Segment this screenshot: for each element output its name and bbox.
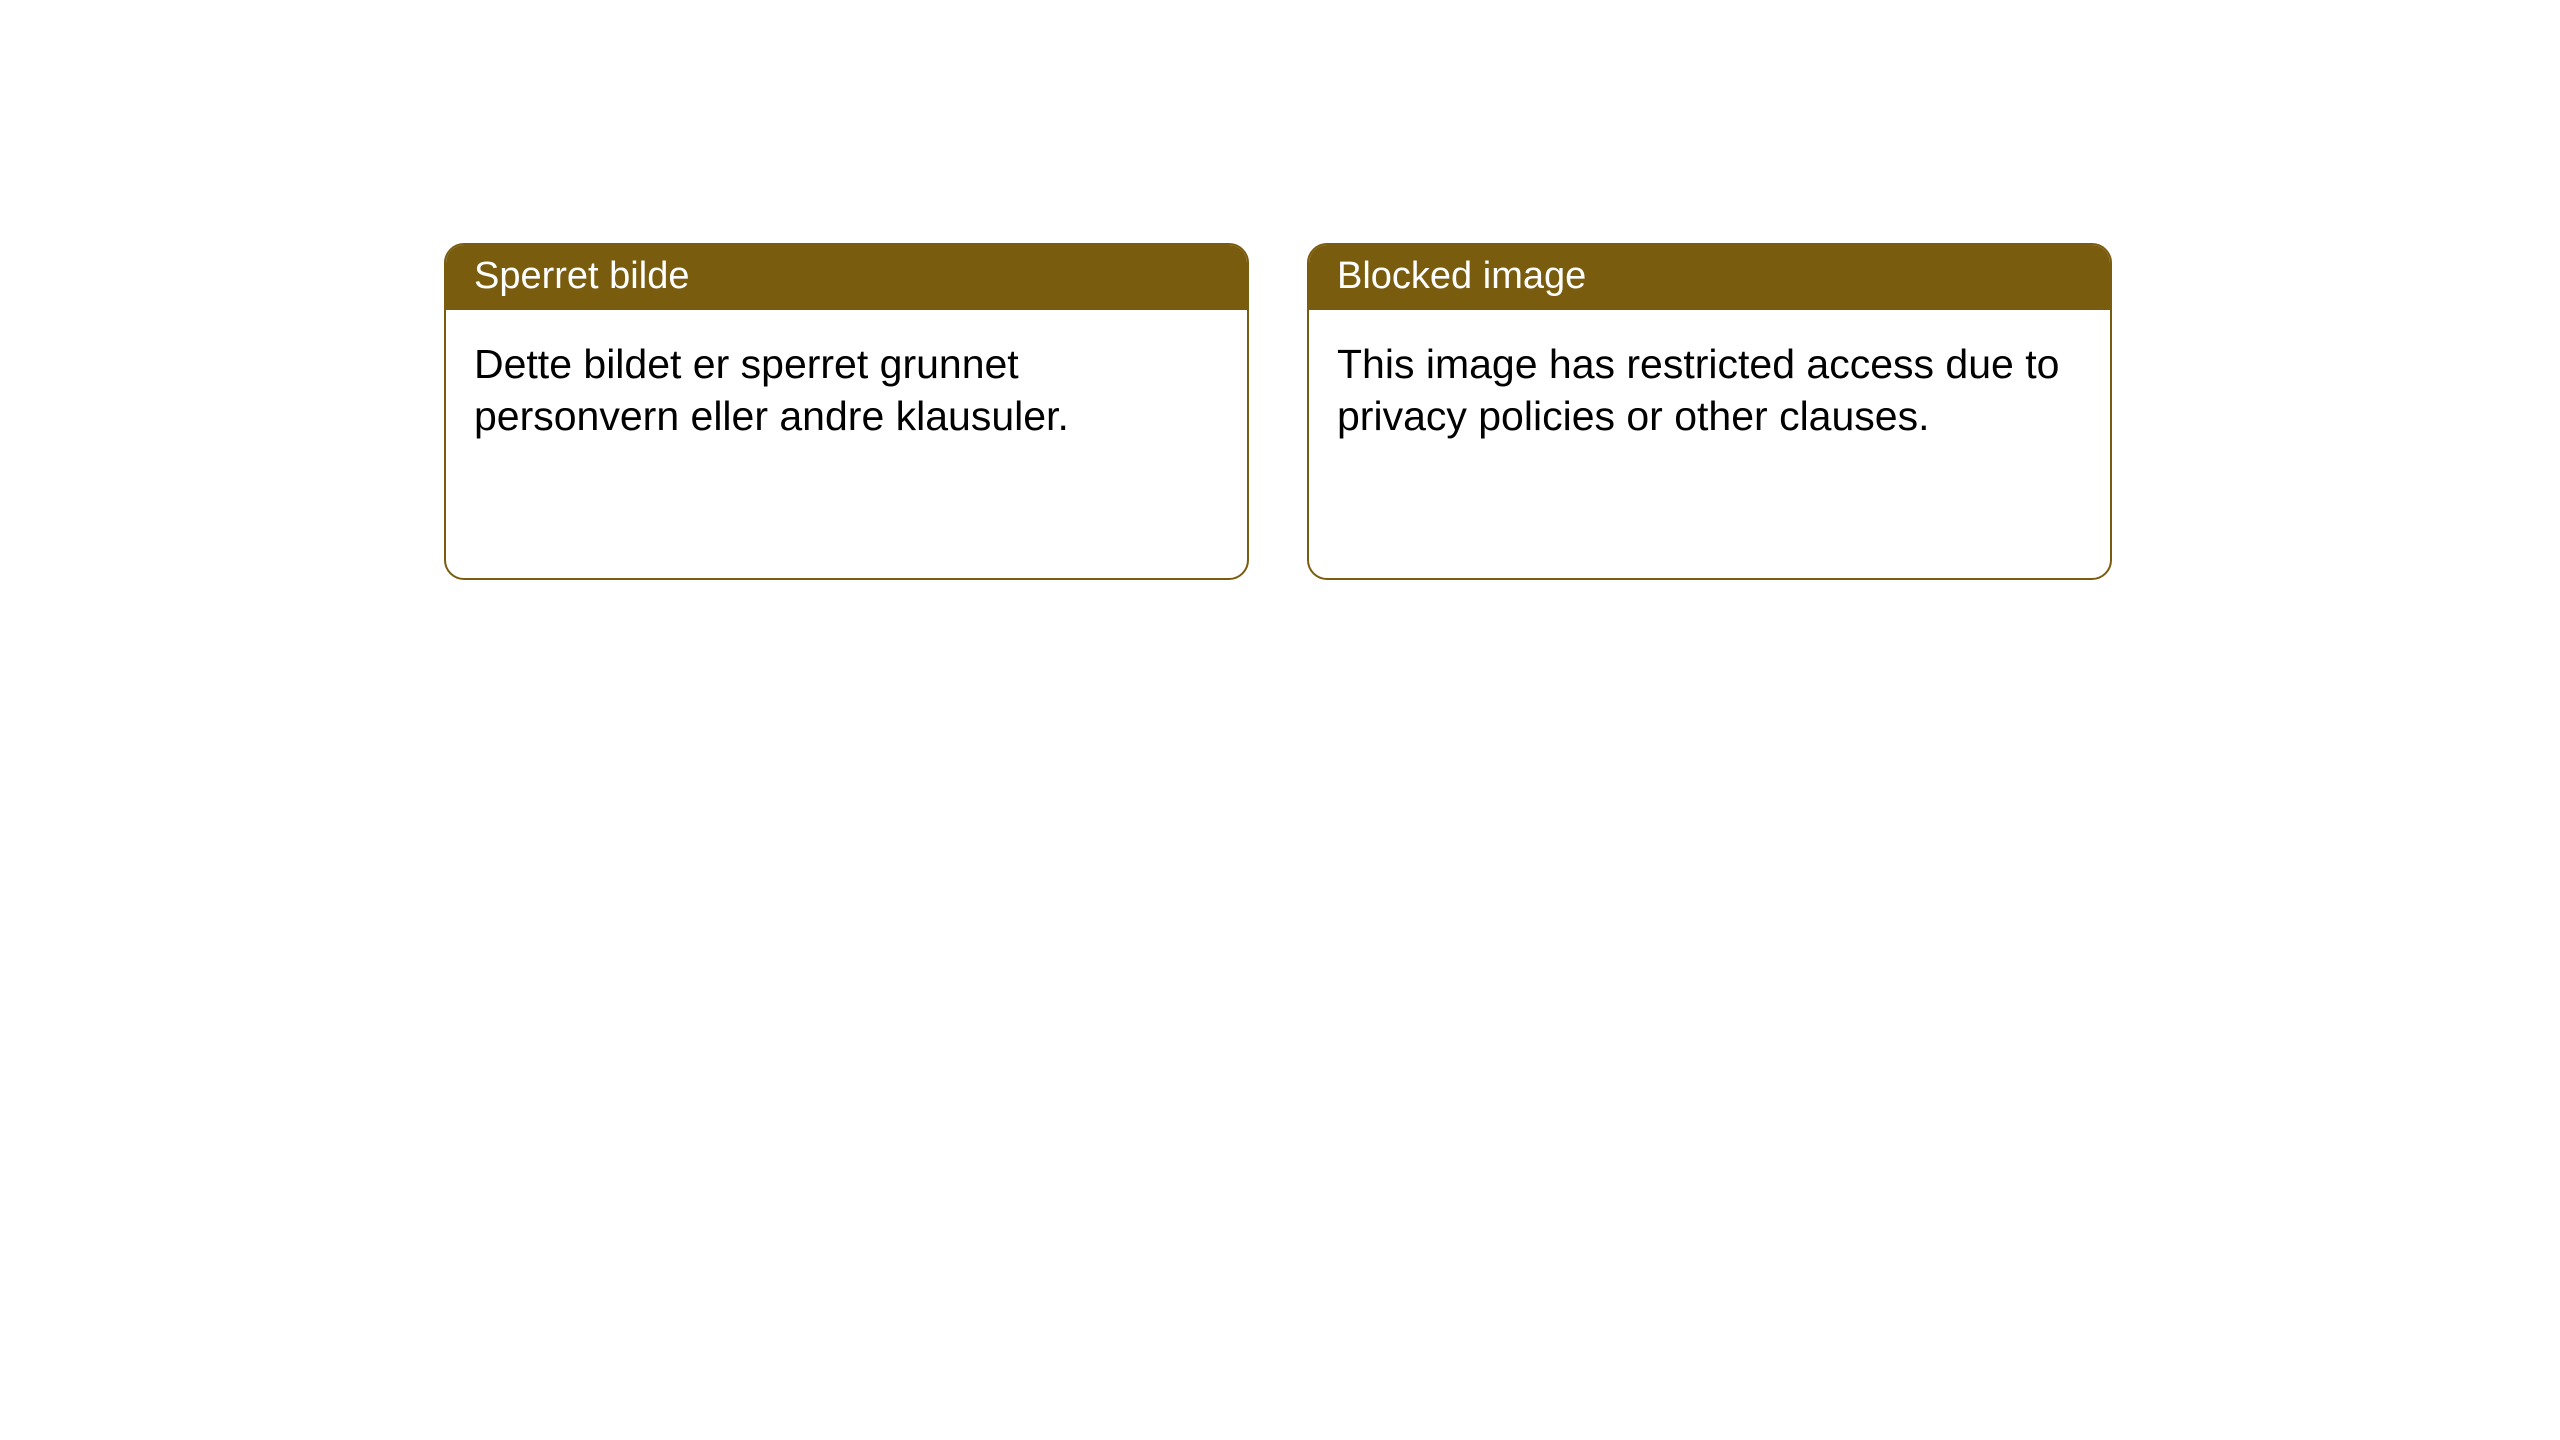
notice-card-english: Blocked image This image has restricted … xyxy=(1307,243,2112,580)
notice-card-norwegian: Sperret bilde Dette bildet er sperret gr… xyxy=(444,243,1249,580)
notice-cards-container: Sperret bilde Dette bildet er sperret gr… xyxy=(444,243,2112,580)
card-body-text: Dette bildet er sperret grunnet personve… xyxy=(474,341,1069,439)
card-header: Sperret bilde xyxy=(446,245,1247,310)
card-body-text: This image has restricted access due to … xyxy=(1337,341,2059,439)
card-header: Blocked image xyxy=(1309,245,2110,310)
card-body: Dette bildet er sperret grunnet personve… xyxy=(446,310,1247,470)
card-title: Blocked image xyxy=(1337,255,1586,297)
card-body: This image has restricted access due to … xyxy=(1309,310,2110,470)
card-title: Sperret bilde xyxy=(474,255,689,297)
